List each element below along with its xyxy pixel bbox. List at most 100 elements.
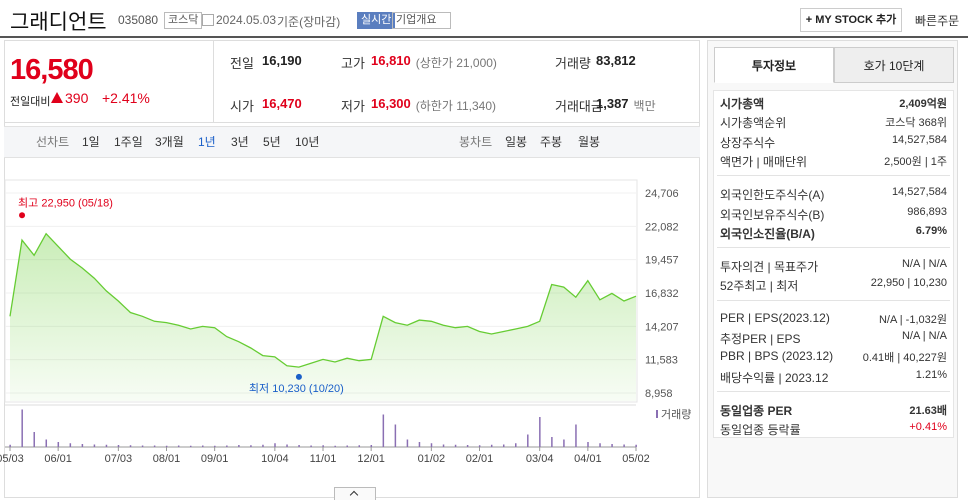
divider xyxy=(4,122,700,123)
price-line xyxy=(9,232,637,368)
info-value: 코스닥 368위 xyxy=(885,117,947,130)
status-badge: 실시간 xyxy=(357,12,396,29)
volume-bar xyxy=(382,414,385,447)
y-tick-label: 16,832 xyxy=(645,288,679,300)
info-label: 상장주식수 xyxy=(720,135,776,150)
info-label: PBR | BPS (2023.12) xyxy=(720,349,834,364)
volume-bar xyxy=(575,424,577,447)
info-value: 1.21% xyxy=(915,368,947,381)
volume-bar xyxy=(563,439,565,447)
volume-bar xyxy=(370,445,373,447)
volume-bar xyxy=(310,445,312,447)
period-tab[interactable]: 1일 xyxy=(82,135,100,149)
candle-tab[interactable]: 주봉 xyxy=(540,135,563,149)
volume-bar xyxy=(214,445,216,447)
annotation-marker xyxy=(19,212,26,219)
basis: 기준(장마감) xyxy=(277,15,341,29)
header-rule xyxy=(0,36,968,38)
info-value: N/A | N/A xyxy=(901,330,947,342)
quick-order[interactable]: 빠른주문 xyxy=(915,14,960,28)
info-tab[interactable]: 투자정보 xyxy=(714,47,834,83)
info-value: 6.79% xyxy=(915,224,947,237)
volume-bar xyxy=(141,445,144,447)
volume-bar xyxy=(635,444,637,447)
info-label: 외국인보유주식수(B) xyxy=(720,207,825,222)
volume-bar xyxy=(515,443,517,447)
info-value: 2,409억원 xyxy=(899,98,947,110)
volume-bar xyxy=(490,444,493,447)
x-tick-label: 02/01 xyxy=(466,453,494,465)
plot-frame xyxy=(4,179,638,403)
x-tick-label: 05/02 xyxy=(622,453,650,465)
field-note: 백만 xyxy=(633,99,656,113)
field-label: 저가 xyxy=(341,99,365,114)
period-tab[interactable]: 5년 xyxy=(263,135,281,149)
field-value: 83,812 xyxy=(596,53,636,68)
volume-bar xyxy=(9,444,11,447)
volume-bar xyxy=(430,443,433,447)
volume-bar xyxy=(117,445,120,447)
volume-bar xyxy=(394,424,397,447)
volume-bar xyxy=(539,417,541,447)
period-tab[interactable]: 1년 xyxy=(198,135,216,149)
volume-bar xyxy=(129,445,132,447)
chart-tabs xyxy=(4,126,700,158)
volume-bar xyxy=(93,444,96,447)
field-label: 시가 xyxy=(230,99,254,114)
info-label: 시가총액순위 xyxy=(720,116,787,131)
info-value: N/A | N/A xyxy=(901,258,947,271)
volume-bar xyxy=(69,443,72,447)
y-tick-label: 8,958 xyxy=(645,388,673,400)
volume-bar xyxy=(21,409,23,447)
info-value: 2,500원 | 1주 xyxy=(884,155,947,168)
x-tick-label: 05/03 xyxy=(0,453,24,465)
volume-bar xyxy=(298,445,300,447)
volume-bar xyxy=(599,443,601,447)
volume-bar xyxy=(551,437,553,447)
volume-bar xyxy=(226,445,228,447)
collapse-button[interactable] xyxy=(334,487,376,500)
volume-bar xyxy=(527,434,529,447)
info-label: 액면가 | 매매단위 xyxy=(720,154,808,169)
company-info-button[interactable]: 기업개요 xyxy=(392,12,452,29)
volume-bar xyxy=(346,445,348,447)
my-stock-button[interactable]: + MY STOCK 추가 xyxy=(800,8,902,32)
x-tick-label: 01/02 xyxy=(418,453,446,465)
change-label: 전일대비 xyxy=(10,96,51,108)
field-value: 16,300 xyxy=(371,96,411,111)
info-value: 14,527,584 xyxy=(891,133,947,146)
field-label: 전일 xyxy=(230,56,254,71)
info-tab[interactable]: 호가 10단계 xyxy=(834,47,954,83)
period-tab[interactable]: 3개월 xyxy=(155,135,184,149)
candle-tab[interactable]: 월봉 xyxy=(578,135,601,149)
stock-code: 035080 xyxy=(118,13,159,27)
period-tab[interactable]: 3년 xyxy=(231,135,249,149)
info-label: 추정PER | EPS xyxy=(720,332,801,346)
x-tick-label: 12/01 xyxy=(357,453,385,465)
x-tick-label: 03/04 xyxy=(526,453,554,465)
info-label: 외국인한도주식수(A) xyxy=(720,188,825,203)
info-label: 외국인소진율(B/A) xyxy=(720,226,815,241)
line-chart-label: 선차트 xyxy=(36,135,70,149)
volume-bar xyxy=(611,444,613,447)
y-tick-label: 24,706 xyxy=(645,188,679,200)
volume-legend-swatch xyxy=(656,410,658,418)
volume-bar xyxy=(478,445,481,447)
field-label: 고가 xyxy=(341,56,365,71)
info-divider xyxy=(717,299,950,301)
date: 2024.05.03 xyxy=(216,13,277,27)
info-label: 동일업종 PER xyxy=(720,403,793,418)
info-label: 52주최고 | 최저 xyxy=(720,279,799,294)
x-tick-label: 10/04 xyxy=(261,453,289,465)
volume-bar xyxy=(623,444,625,447)
collapse-icon xyxy=(349,490,359,500)
x-tick-label: 06/01 xyxy=(44,453,72,465)
up-arrow xyxy=(51,92,63,103)
y-tick-label: 14,207 xyxy=(645,321,679,333)
candle-tab[interactable]: 일봉 xyxy=(505,135,528,149)
period-tab[interactable]: 1주일 xyxy=(114,135,143,149)
info-label: 시가총액 xyxy=(720,97,765,111)
period-tab[interactable]: 10년 xyxy=(295,135,320,149)
calendar-icon xyxy=(202,14,214,26)
